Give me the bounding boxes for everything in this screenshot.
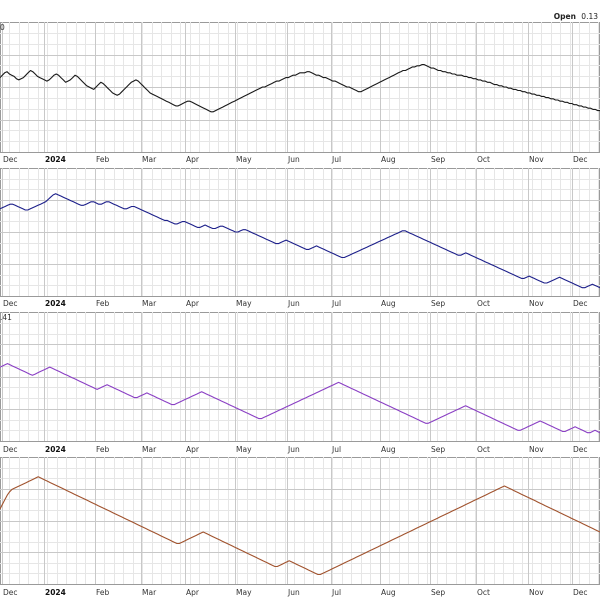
x-tick-label: May bbox=[236, 588, 252, 597]
x-tick-label: Jun bbox=[287, 299, 300, 308]
x-tick-label: Sep bbox=[431, 299, 445, 308]
x-tick-label: 2024 bbox=[45, 588, 66, 597]
x-tick-label: Dec bbox=[3, 445, 18, 454]
x-tick-label: Nov bbox=[529, 299, 544, 308]
corner-value-label: 0 bbox=[0, 23, 5, 32]
x-tick-label: Feb bbox=[96, 445, 110, 454]
x-tick-label: Aug bbox=[381, 155, 396, 164]
x-tick-label: Dec bbox=[573, 588, 588, 597]
x-tick-label: Feb bbox=[96, 588, 110, 597]
x-tick-label: May bbox=[236, 445, 252, 454]
open-value: 0.13 bbox=[581, 12, 598, 21]
x-tick-label: Aug bbox=[381, 299, 396, 308]
x-tick-label: Nov bbox=[529, 155, 544, 164]
x-tick-label: 2024 bbox=[45, 155, 66, 164]
x-tick-label: Oct bbox=[477, 299, 490, 308]
x-tick-label: Dec bbox=[573, 155, 588, 164]
x-tick-label: May bbox=[236, 155, 252, 164]
x-tick-label: Sep bbox=[431, 155, 445, 164]
x-tick-label: Apr bbox=[186, 588, 200, 597]
open-label: Open bbox=[554, 12, 576, 21]
series-line bbox=[0, 64, 600, 113]
x-tick-label: Nov bbox=[529, 445, 544, 454]
x-tick-label: Aug bbox=[381, 588, 396, 597]
x-tick-label: Apr bbox=[186, 299, 200, 308]
x-tick-label: Dec bbox=[573, 445, 588, 454]
x-tick-label: 2024 bbox=[45, 299, 66, 308]
x-tick-label: Oct bbox=[477, 155, 490, 164]
grid bbox=[0, 168, 600, 296]
x-tick-label: Dec bbox=[573, 299, 588, 308]
series-line bbox=[0, 363, 600, 434]
x-tick-label: Nov bbox=[529, 588, 544, 597]
x-tick-label: Dec bbox=[3, 299, 18, 308]
x-tick-label: Jun bbox=[287, 155, 300, 164]
x-tick-label: Mar bbox=[142, 299, 157, 308]
x-tick-label: Oct bbox=[477, 445, 490, 454]
x-tick-label: May bbox=[236, 299, 252, 308]
x-tick-label: Sep bbox=[431, 445, 445, 454]
grid bbox=[0, 22, 600, 152]
chart-panel-3: .41 Dec 2024 Feb Mar Apr May Jun Jul Aug Sep Oct Nov… bbox=[0, 312, 600, 454]
x-tick-label: Mar bbox=[142, 155, 157, 164]
x-tick-label: Mar bbox=[142, 588, 157, 597]
x-tick-label: Jun bbox=[287, 445, 300, 454]
x-tick-label: Jul bbox=[331, 588, 341, 597]
x-axis-labels: Dec 2024 Feb Mar Apr May Jun Jul Aug Sep Oct Nov Dec bbox=[3, 155, 588, 164]
x-tick-label: Dec bbox=[3, 155, 18, 164]
grid bbox=[0, 312, 600, 441]
x-tick-label: Aug bbox=[381, 445, 396, 454]
corner-value-label: .41 bbox=[0, 313, 12, 322]
x-tick-label: 2024 bbox=[45, 445, 66, 454]
x-tick-label: Mar bbox=[142, 445, 157, 454]
x-tick-label: Dec bbox=[3, 588, 18, 597]
grid bbox=[0, 457, 600, 584]
x-tick-label: Jul bbox=[331, 299, 341, 308]
series-line bbox=[0, 193, 600, 289]
x-tick-label: Apr bbox=[186, 155, 200, 164]
x-tick-label: Jun bbox=[287, 588, 300, 597]
x-tick-label: Feb bbox=[96, 299, 110, 308]
chart-panel-4: Dec 2024 Feb Mar Apr May Jun Jul Aug Sep Oct Nov Dec bbox=[0, 457, 600, 597]
x-tick-label: Feb bbox=[96, 155, 110, 164]
x-tick-label: Jul bbox=[331, 445, 341, 454]
x-tick-label: Apr bbox=[186, 445, 200, 454]
x-axis-labels: Dec 2024 Feb Mar Apr May Jun Jul Aug Sep Oct Nov Dec bbox=[3, 445, 588, 454]
series-line bbox=[0, 476, 600, 576]
open-header: Open 0.13 bbox=[554, 12, 598, 21]
x-tick-label: Jul bbox=[331, 155, 341, 164]
chart-panel-2: Dec 2024 Feb Mar Apr May Jun Jul Aug Sep Oct Nov Dec bbox=[0, 168, 600, 308]
x-tick-label: Oct bbox=[477, 588, 490, 597]
x-axis-labels: Dec 2024 Feb Mar Apr May Jun Jul Aug Sep Oct Nov Dec bbox=[3, 299, 588, 308]
x-axis-labels: Dec 2024 Feb Mar Apr May Jun Jul Aug Sep Oct Nov Dec bbox=[3, 588, 588, 597]
x-tick-label: Sep bbox=[431, 588, 445, 597]
